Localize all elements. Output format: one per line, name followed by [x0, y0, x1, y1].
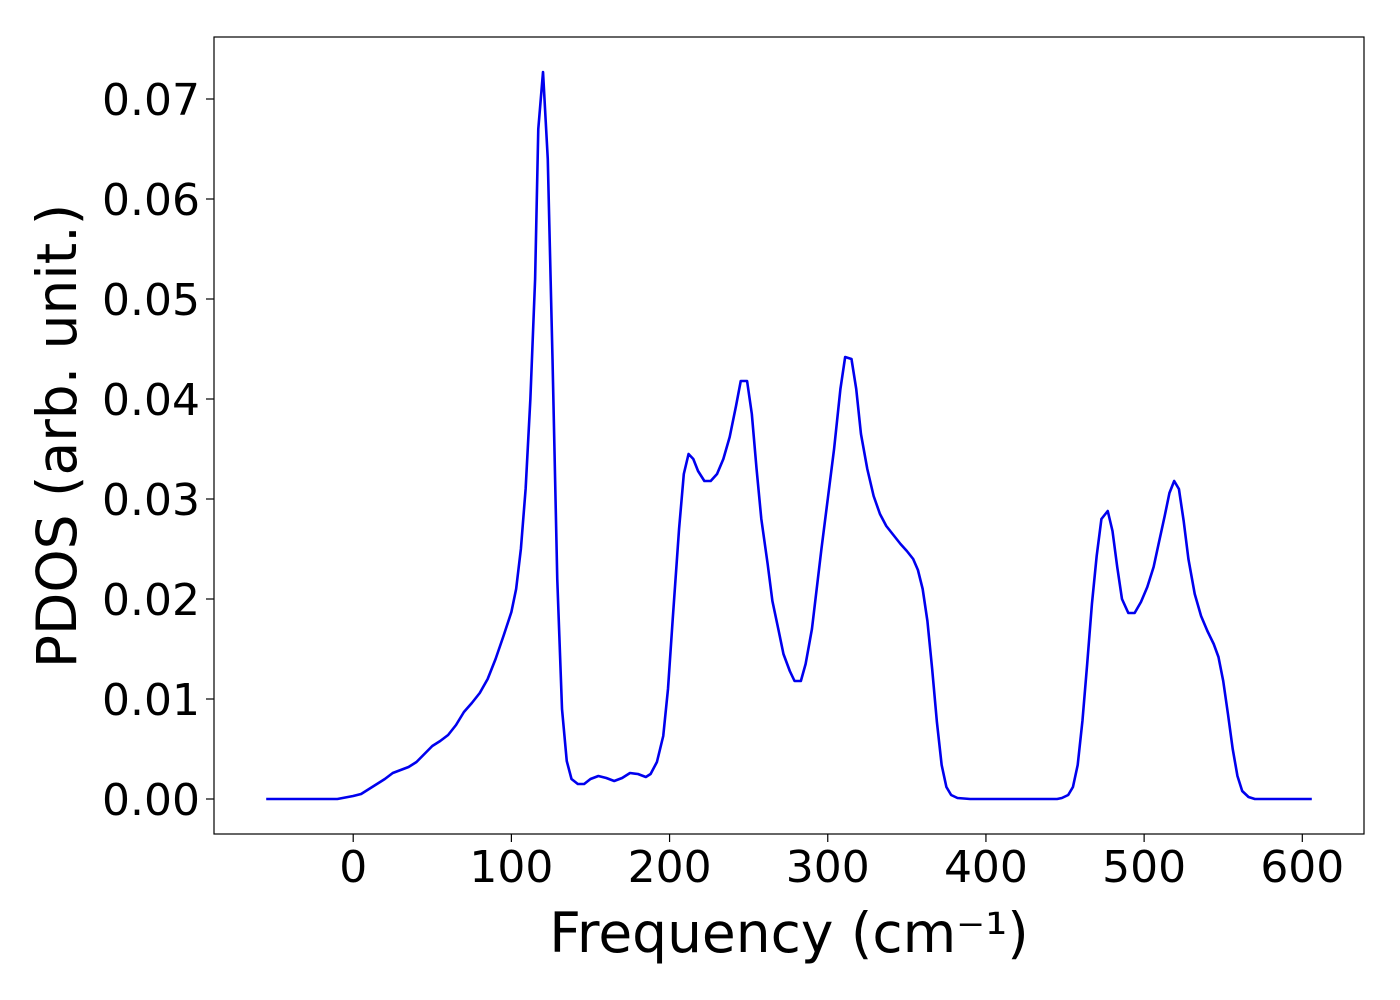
- x-tick-label: 0: [339, 842, 367, 893]
- y-axis-label: PDOS (arb. unit.): [25, 204, 89, 668]
- y-tick-label: 0.03: [102, 475, 200, 526]
- x-tick-label: 600: [1260, 842, 1344, 893]
- y-tick-label: 0.06: [102, 175, 200, 226]
- y-tick-label: 0.01: [102, 675, 200, 726]
- x-tick-label: 500: [1102, 842, 1186, 893]
- y-tick-label: 0.07: [102, 75, 200, 126]
- y-tick-label: 0.05: [102, 275, 200, 326]
- y-tick-label: 0.04: [102, 375, 200, 426]
- y-tick-label: 0.02: [102, 575, 200, 626]
- x-tick-label: 400: [944, 842, 1028, 893]
- plot-frame: [213, 36, 1365, 835]
- x-axis-label: Frequency (cm⁻¹): [549, 901, 1028, 965]
- y-tick-label: 0.00: [102, 775, 200, 826]
- x-tick-label: 200: [628, 842, 712, 893]
- x-tick-label: 300: [786, 842, 870, 893]
- line: [266, 70, 1312, 801]
- x-tick-label: 100: [469, 842, 553, 893]
